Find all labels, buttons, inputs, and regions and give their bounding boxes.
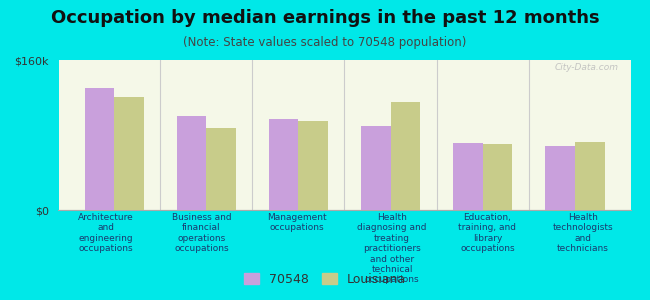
Text: Occupation by median earnings in the past 12 months: Occupation by median earnings in the pas… — [51, 9, 599, 27]
Bar — [575, 142, 604, 210]
Bar — [114, 98, 144, 210]
Bar — [361, 126, 391, 210]
Text: Health
technologists
and
technicians: Health technologists and technicians — [552, 213, 613, 253]
Text: Business and
financial
operations
occupations: Business and financial operations occupa… — [172, 213, 231, 253]
Bar — [483, 144, 512, 210]
Text: Health
diagnosing and
treating
practitioners
and other
technical
occupations: Health diagnosing and treating practitio… — [358, 213, 427, 284]
Text: City-Data.com: City-Data.com — [555, 63, 619, 72]
Bar — [298, 121, 328, 210]
Text: (Note: State values scaled to 70548 population): (Note: State values scaled to 70548 popu… — [183, 36, 467, 49]
Bar — [545, 146, 575, 210]
Bar — [391, 102, 420, 210]
Bar — [206, 128, 236, 210]
Bar — [269, 119, 298, 210]
Bar — [453, 142, 483, 210]
Bar — [84, 88, 114, 210]
Text: Architecture
and
engineering
occupations: Architecture and engineering occupations — [78, 213, 134, 253]
Text: Management
occupations: Management occupations — [267, 213, 327, 233]
Bar — [177, 116, 206, 210]
Legend: 70548, Louisiana: 70548, Louisiana — [239, 268, 411, 291]
Text: Education,
training, and
library
occupations: Education, training, and library occupat… — [458, 213, 517, 253]
